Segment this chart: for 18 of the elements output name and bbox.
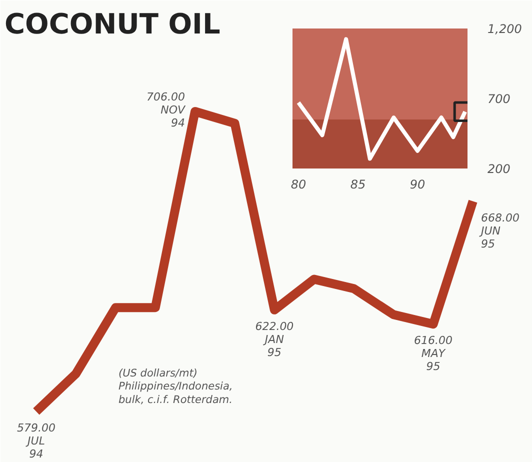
x-tick-label: 80 <box>290 178 306 192</box>
annotation: NOV 94 <box>160 104 187 130</box>
chart-title: COCONUT OIL <box>4 8 220 40</box>
data-label: 579.00 <box>16 422 56 434</box>
text: JUL 94 <box>26 434 45 460</box>
annotation: MAY 95 <box>421 347 446 374</box>
data-label: 706.00 <box>146 90 186 104</box>
y-tick-label: 1,200 <box>488 22 522 36</box>
annotation: JAN 95 <box>262 332 284 359</box>
x-tick-label: 85 <box>350 178 366 192</box>
annotation: (US dollars/mt) Philippines/Indonesia, bulk, c.i.f. Rotterdam. <box>118 368 233 406</box>
y-tick-label: 200 <box>488 162 511 176</box>
y-tick-label: 700 <box>488 92 511 106</box>
data-label: 668.00 <box>480 211 520 224</box>
data-label: 622.00 <box>255 320 294 333</box>
x-tick-label: 90 <box>410 178 426 192</box>
annotation: JUN 95 <box>478 224 500 250</box>
data-label: 616.00 <box>414 334 452 348</box>
